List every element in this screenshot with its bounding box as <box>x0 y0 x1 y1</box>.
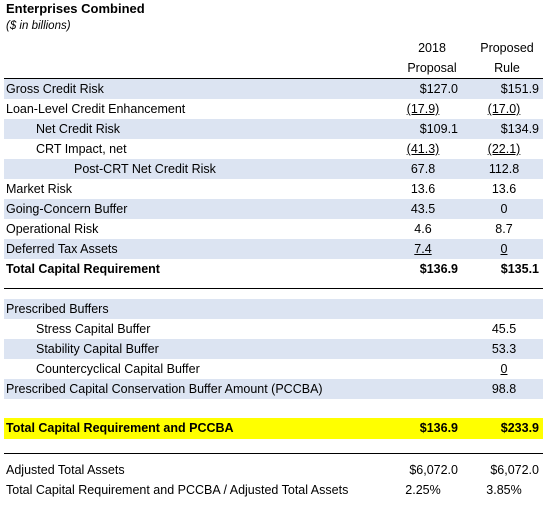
value-2018: 43.5 <box>410 202 436 216</box>
row-label: Deferred Tax Assets <box>6 242 118 256</box>
row-label: Total Capital Requirement and PCCBA <box>6 421 234 435</box>
value-proposed: 45.5 <box>491 322 517 336</box>
value-2018: (41.3) <box>406 142 440 156</box>
row-label: Operational Risk <box>6 222 99 236</box>
value-proposed: 0 <box>500 202 508 216</box>
col2-header-line2: Rule <box>494 61 520 75</box>
col1-header-line2: Proposal <box>407 61 457 75</box>
value-proposed: 8.7 <box>495 222 513 236</box>
row-label: Going-Concern Buffer <box>6 202 128 216</box>
header-divider <box>4 78 543 79</box>
value-2018: 7.4 <box>414 242 432 256</box>
row-label: Prescribed Buffers <box>6 302 109 316</box>
row-total-capital-and-pccba: Total Capital Requirement and PCCBA $136… <box>4 418 543 439</box>
value-2018: 4.6 <box>414 222 432 236</box>
row-adjusted-total-assets: Adjusted Total Assets $6,072.0 $6,072.0 <box>4 460 543 480</box>
value-proposed: 0 <box>500 362 508 376</box>
value-2018: $136.9 <box>419 262 458 276</box>
table-title: Enterprises Combined <box>6 1 145 16</box>
value-proposed: $134.9 <box>500 122 539 136</box>
value-proposed: $6,072.0 <box>490 463 539 477</box>
row-gross-credit-risk: Gross Credit Risk $127.0 $151.9 <box>4 79 543 99</box>
row-prescribed-buffers: Prescribed Buffers <box>4 299 543 319</box>
value-proposed: 112.8 <box>488 162 520 176</box>
value-proposed: 98.8 <box>491 382 517 396</box>
units-note: ($ in billions) <box>6 20 71 32</box>
col2-header-line1: Proposed <box>480 41 534 55</box>
row-label: Prescribed Capital Conservation Buffer A… <box>6 382 323 396</box>
value-2018: 67.8 <box>410 162 436 176</box>
value-proposed: (17.0) <box>487 102 521 116</box>
row-stress-capital-buffer: Stress Capital Buffer 45.5 <box>4 319 543 339</box>
value-2018: $127.0 <box>419 82 458 96</box>
row-deferred-tax-assets: Deferred Tax Assets 7.4 0 <box>4 239 543 259</box>
value-2018: $136.9 <box>419 421 458 435</box>
row-capital-to-assets-ratio: Total Capital Requirement and PCCBA / Ad… <box>4 480 543 500</box>
section-divider <box>4 288 543 289</box>
row-label: Countercyclical Capital Buffer <box>36 362 200 376</box>
row-crt-impact: CRT Impact, net (41.3) (22.1) <box>4 139 543 159</box>
row-post-crt-net-credit-risk: Post-CRT Net Credit Risk 67.8 112.8 <box>4 159 543 179</box>
row-label: CRT Impact, net <box>36 142 127 156</box>
value-proposed: $233.9 <box>500 421 539 435</box>
row-going-concern-buffer: Going-Concern Buffer 43.5 0 <box>4 199 543 219</box>
row-label: Loan-Level Credit Enhancement <box>6 102 186 116</box>
value-proposed: 0 <box>500 242 508 256</box>
row-net-credit-risk: Net Credit Risk $109.1 $134.9 <box>4 119 543 139</box>
value-proposed: 3.85% <box>486 483 522 497</box>
footer-divider <box>4 453 543 454</box>
row-stability-capital-buffer: Stability Capital Buffer 53.3 <box>4 339 543 359</box>
value-proposed: $151.9 <box>500 82 539 96</box>
row-label: Market Risk <box>6 182 72 196</box>
row-label: Adjusted Total Assets <box>6 463 125 477</box>
row-label: Stress Capital Buffer <box>36 322 151 336</box>
value-proposed: (22.1) <box>487 142 521 156</box>
row-label: Net Credit Risk <box>36 122 121 136</box>
row-label: Stability Capital Buffer <box>36 342 159 356</box>
row-loan-level-ce: Loan-Level Credit Enhancement (17.9) (17… <box>4 99 543 119</box>
row-label: Gross Credit Risk <box>6 82 104 96</box>
row-countercyclical-capital-buffer: Countercyclical Capital Buffer 0 <box>4 359 543 379</box>
value-2018: (17.9) <box>406 102 440 116</box>
row-label: Post-CRT Net Credit Risk <box>74 162 216 176</box>
col1-header-line1: 2018 <box>418 41 446 55</box>
value-2018: $109.1 <box>419 122 458 136</box>
value-proposed: 13.6 <box>491 182 517 196</box>
value-proposed: $135.1 <box>500 262 539 276</box>
value-2018: 13.6 <box>410 182 436 196</box>
value-2018: 2.25% <box>405 483 441 497</box>
row-operational-risk: Operational Risk 4.6 8.7 <box>4 219 543 239</box>
value-2018: $6,072.0 <box>409 463 458 477</box>
row-pccba: Prescribed Capital Conservation Buffer A… <box>4 379 543 399</box>
row-total-capital-requirement: Total Capital Requirement $136.9 $135.1 <box>4 259 543 279</box>
row-market-risk: Market Risk 13.6 13.6 <box>4 179 543 199</box>
value-proposed: 53.3 <box>491 342 517 356</box>
row-label: Total Capital Requirement <box>6 262 160 276</box>
row-label: Total Capital Requirement and PCCBA / Ad… <box>6 483 349 497</box>
